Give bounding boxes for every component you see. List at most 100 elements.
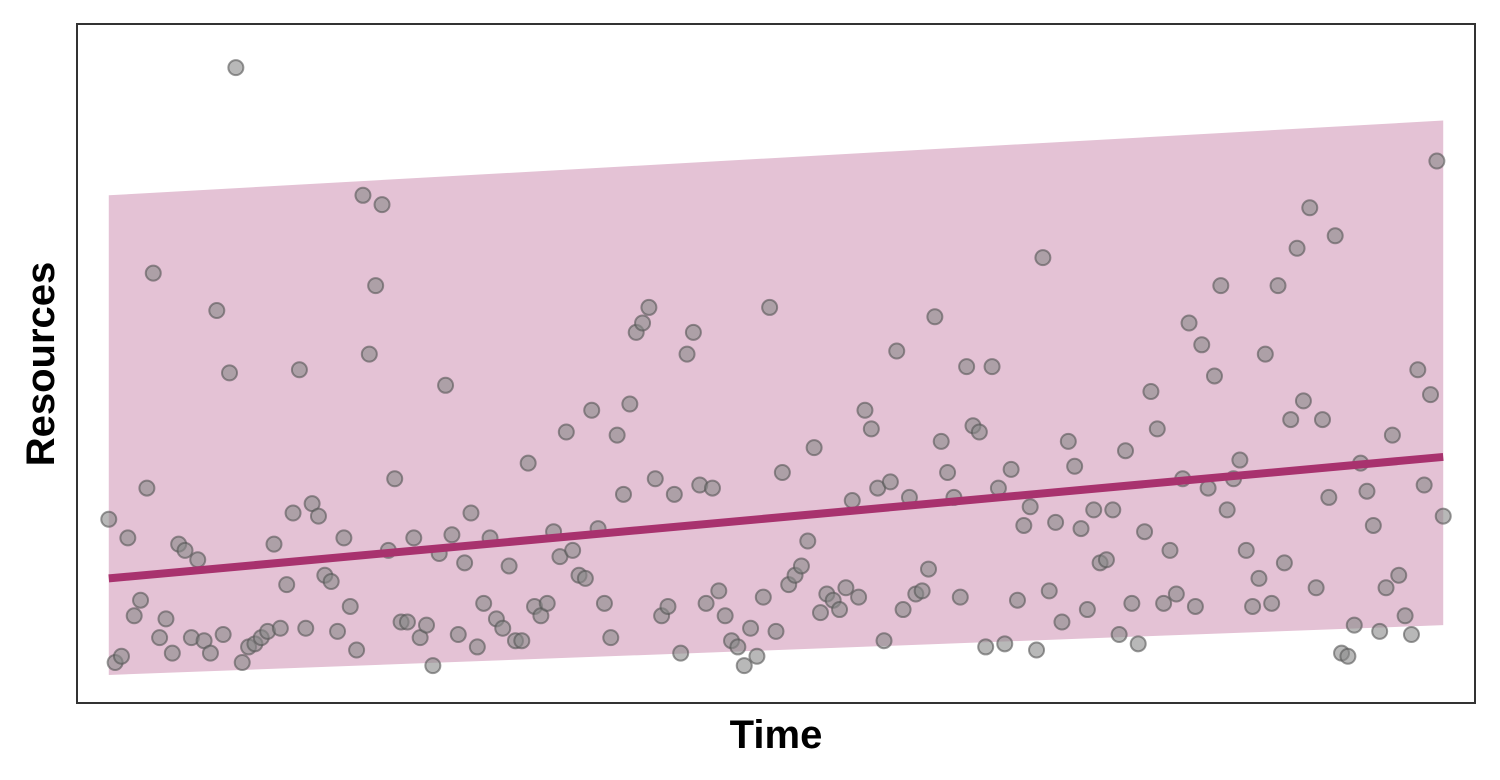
data-point (1428, 152, 1446, 170)
data-point (112, 647, 130, 665)
data-point (1078, 601, 1096, 619)
data-point (595, 594, 613, 612)
data-point (1269, 277, 1287, 295)
plot-area (100, 59, 1452, 675)
data-point (659, 597, 677, 615)
data-point (1104, 501, 1122, 519)
data-point (1117, 442, 1134, 460)
data-point (564, 541, 582, 559)
data-point (462, 504, 480, 522)
data-point (557, 423, 575, 441)
data-point (1237, 541, 1255, 559)
data-point (875, 632, 893, 650)
data-point (144, 264, 162, 282)
data-point (703, 479, 721, 497)
data-point (322, 573, 340, 591)
data-point (468, 638, 486, 656)
data-point (1028, 641, 1046, 659)
data-point (1390, 566, 1408, 584)
data-point (913, 582, 931, 600)
data-point (201, 644, 219, 662)
data-point (608, 426, 626, 444)
data-point (1047, 513, 1065, 531)
data-point (1148, 420, 1166, 438)
data-point (373, 196, 391, 214)
data-point (284, 504, 302, 522)
data-point (1250, 569, 1268, 587)
data-point (125, 607, 143, 625)
data-point (888, 342, 906, 360)
data-point (1326, 227, 1344, 245)
data-point (424, 657, 442, 675)
data-point (1186, 597, 1204, 615)
data-point (176, 541, 194, 559)
data-point (1301, 199, 1319, 217)
data-point (939, 464, 957, 482)
data-point (1371, 622, 1389, 640)
data-point (1180, 314, 1198, 332)
data-point (214, 625, 232, 643)
data-point (1218, 501, 1236, 519)
data-point (309, 507, 327, 525)
data-point (831, 601, 849, 619)
data-point (1053, 613, 1071, 631)
data-point (926, 308, 944, 326)
data-point (710, 582, 728, 600)
data-point (386, 470, 404, 488)
data-point (678, 345, 696, 363)
data-point (748, 647, 766, 665)
data-point (151, 629, 169, 647)
data-point (443, 526, 461, 544)
data-point (1307, 579, 1325, 597)
prediction-band (108, 120, 1444, 675)
data-point (163, 644, 181, 662)
data-point (1205, 367, 1223, 385)
data-point (1409, 361, 1427, 379)
data-point (1212, 277, 1230, 295)
data-point (1040, 582, 1058, 600)
data-point (932, 432, 950, 450)
data-point (856, 401, 874, 419)
data-point (614, 485, 632, 503)
data-point (418, 616, 435, 634)
data-point (1015, 516, 1033, 534)
data-point (1072, 520, 1090, 538)
data-point (233, 654, 251, 672)
data-point (1110, 625, 1128, 643)
data-point (297, 619, 315, 637)
data-point (805, 439, 823, 457)
data-point (500, 557, 518, 575)
data-point (1275, 554, 1293, 572)
data-point (640, 298, 658, 316)
data-point (1244, 597, 1262, 615)
data-point (716, 607, 734, 625)
data-point (1085, 501, 1103, 519)
data-point (437, 376, 455, 394)
data-point (1434, 507, 1452, 525)
data-point (1142, 383, 1160, 401)
data-point (742, 619, 760, 637)
data-point (1402, 625, 1420, 643)
data-point (729, 638, 747, 656)
data-point (1155, 594, 1173, 612)
data-point (1377, 579, 1395, 597)
data-point (1193, 336, 1211, 354)
data-point (449, 625, 467, 643)
data-point (221, 364, 239, 382)
data-point (271, 619, 289, 637)
data-point (602, 629, 620, 647)
data-point (1396, 607, 1414, 625)
data-point (1167, 585, 1185, 603)
data-point (475, 594, 493, 612)
data-point (1021, 498, 1039, 516)
data-point (1383, 426, 1401, 444)
data-point (1288, 239, 1306, 257)
data-point (735, 657, 753, 675)
data-point (1123, 594, 1141, 612)
data-point (1345, 616, 1363, 634)
data-point (1422, 386, 1440, 404)
data-point (494, 619, 512, 637)
data-point (850, 588, 868, 606)
data-point (920, 560, 938, 578)
x-axis-title: Time (730, 713, 823, 757)
